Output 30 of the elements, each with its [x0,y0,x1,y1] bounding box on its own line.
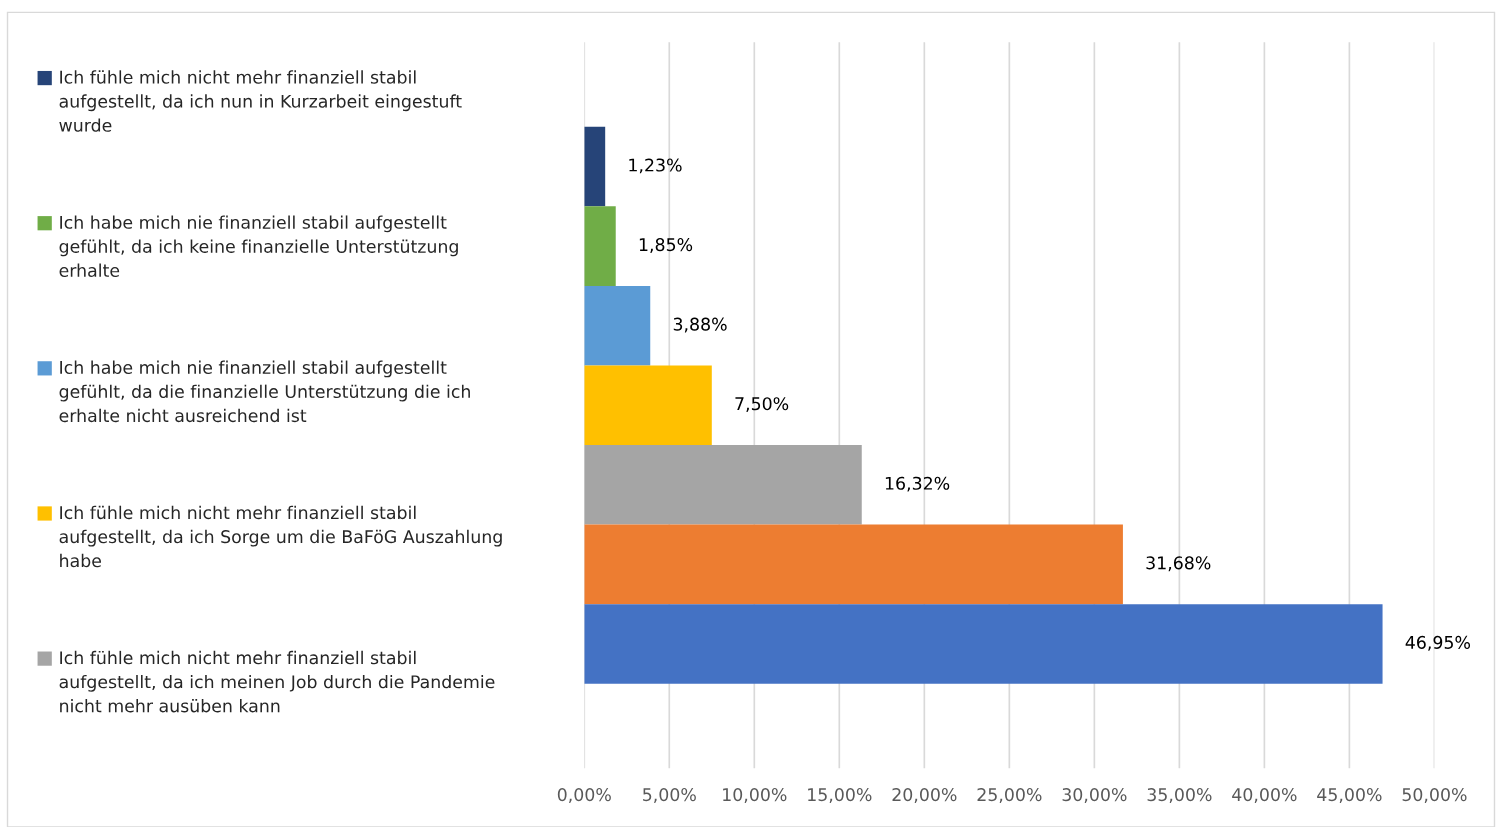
bar [584,445,862,525]
bar [584,206,616,286]
x-tick-label: 50,00% [1402,788,1467,803]
data-label: 7,50% [735,397,789,413]
data-label: 16,32% [885,476,950,492]
bar [584,604,1383,684]
data-label: 31,68% [1146,556,1211,572]
x-tick-label: 5,00% [643,788,696,803]
legend-label: Ich fühle mich nicht mehr finanziell stabil aufgestellt, da ich nun in Kurzarbeit eingestuft wurde [59,70,462,132]
data-label: 46,95% [1405,635,1471,651]
bar [584,126,606,207]
x-tick-label: 30,00% [1062,788,1127,803]
x-tick-label: 45,00% [1317,788,1382,803]
legend-label: Ich fühle mich nicht mehr finanziell stabil aufgestellt, da ich Sorge um die BaFöG Auszahlung habe [59,505,502,568]
data-label: 3,88% [673,317,727,333]
legend-label: Ich habe mich nie finanziell stabil aufgestellt gefühlt, da die finanzielle Unterstützung die ich erhalte nicht ausreichend ist [59,360,470,423]
legend-label: Ich habe mich nie finanziell stabil aufgestellt gefühlt, da ich keine finanzielle Unterstützung erhalte [59,215,458,277]
x-tick-label: 35,00% [1147,788,1212,803]
x-tick-label: 0,00% [557,788,611,803]
legend-label: Ich fühle mich nicht mehr finanziell stabil aufgestellt, da ich meinen Job durch die Pandemie nicht mehr ausüben kann [59,650,495,713]
bar [584,524,1123,605]
data-label: 1,23% [629,158,682,174]
x-tick-label: 20,00% [892,788,957,803]
x-tick-label: 15,00% [808,788,872,803]
x-tick-label: 25,00% [977,788,1042,803]
bar [584,285,651,366]
x-tick-label: 10,00% [723,788,787,803]
bar [584,365,712,446]
x-tick-label: 40,00% [1232,788,1297,803]
data-label: 1,85% [639,238,693,253]
